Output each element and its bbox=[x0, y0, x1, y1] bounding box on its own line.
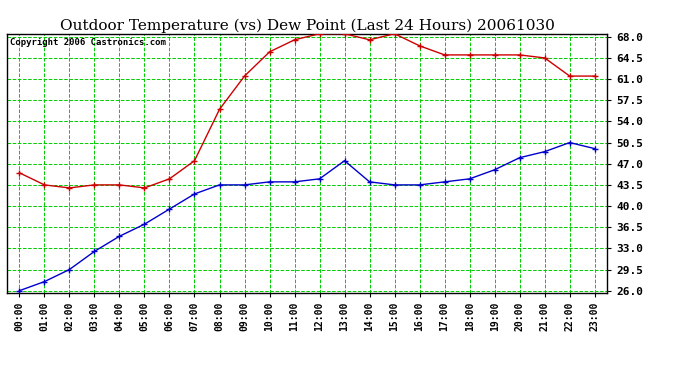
Text: Copyright 2006 Castronics.com: Copyright 2006 Castronics.com bbox=[10, 38, 166, 46]
Title: Outdoor Temperature (vs) Dew Point (Last 24 Hours) 20061030: Outdoor Temperature (vs) Dew Point (Last… bbox=[59, 18, 555, 33]
